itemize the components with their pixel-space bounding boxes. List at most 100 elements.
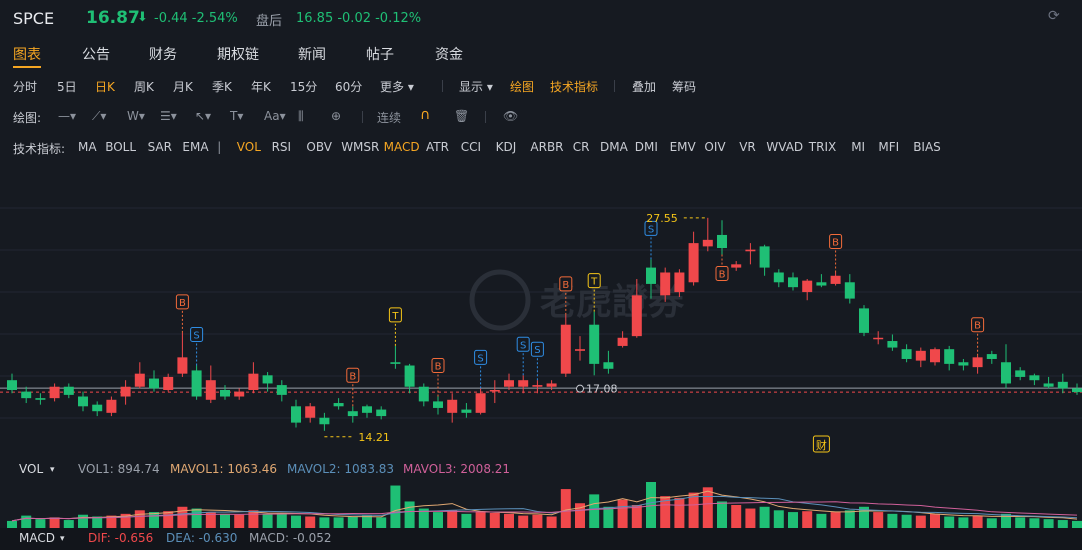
macd-indicator-dropdown[interactable]: MACD [19,531,55,545]
continuous-toggle[interactable]: 连续 [377,111,402,125]
marker-label: S [477,353,483,364]
candle-body [276,385,287,395]
indicator-macd[interactable]: MACD [383,140,420,154]
indicator-sar[interactable]: SAR [147,140,172,154]
period-daily[interactable]: 日K [95,80,115,94]
indicator-wmsr[interactable]: WMSR [341,140,380,154]
period-5d[interactable]: 5日 [57,80,77,94]
tab-options-chain[interactable]: 期权链 [217,47,259,63]
volume-bars [7,482,1082,528]
candle-body [859,308,869,333]
indicator-emv[interactable]: EMV [669,140,696,154]
volume-bar [1057,520,1068,528]
candle-body [120,386,131,397]
indicator-kdj[interactable]: KDJ [495,140,517,154]
fibonacci-tool-icon[interactable]: ☰▾ [160,109,177,123]
mavol3-line [11,501,1078,522]
marker-label: S [520,340,526,351]
indicator-obv[interactable]: OBV [306,140,332,154]
price-chart[interactable]: 老虎證券 B S B T B S S S B T S B B B 27.55 14.21 17.08 财 [0,178,1082,460]
marker-badge-S [530,341,544,357]
indicator-toolbar: 技术指标: MA BOLL SAR EMA | VOL RSI OBV WMSR MACD ATR C… [0,134,1082,160]
indicator-bias[interactable]: BIAS [913,140,941,154]
volume-bar [234,514,245,528]
marker-label: B [719,270,726,281]
indicator-dmi[interactable]: DMI [634,140,658,154]
overlay-button[interactable]: 叠加 [632,80,657,94]
divider [485,111,486,123]
candle-body [163,376,174,390]
indicator-vol[interactable]: VOL [236,140,261,154]
trash-icon[interactable]: 🗑 [454,109,470,123]
magnet-icon[interactable]: ∩ [420,107,431,123]
indicator-wvad[interactable]: WVAD [766,140,804,154]
indicator-cr[interactable]: CR [572,140,590,154]
tab-capital[interactable]: 资金 [435,47,463,63]
text-tool-icon[interactable]: T▾ [230,109,244,123]
indicator-boll[interactable]: BOLL [105,140,137,154]
marker-label: B [179,298,186,309]
arrow-tool-icon[interactable]: ↖▾ [195,109,212,123]
volume-bar [745,508,756,528]
tab-news[interactable]: 新闻 [298,47,326,63]
after-hours-quote: 16.85 -0.02 -0.12% [296,11,422,26]
candle-body [106,399,117,413]
volume-bar [660,496,671,528]
wave-tool-icon[interactable]: W▾ [127,109,145,123]
font-tool-icon[interactable]: Aa▾ [264,109,286,123]
indicator-trix[interactable]: TRIX [808,140,837,154]
indicator-ma[interactable]: MA [78,140,97,154]
indicator-oiv[interactable]: OIV [704,140,726,154]
indicator-ema[interactable]: EMA [182,140,209,154]
chevron-down-icon[interactable]: ▾ [50,465,55,475]
indicator-atr[interactable]: ATR [426,140,449,154]
volume-indicator-dropdown[interactable]: VOL [19,462,44,476]
candle-body [447,399,458,413]
candle-body [958,362,969,366]
tab-posts[interactable]: 帖子 [366,47,394,63]
period-yearly[interactable]: 年K [251,80,271,94]
tab-chart[interactable]: 图表 [13,47,41,63]
period-weekly[interactable]: 周K [134,80,154,94]
tech-indicator-toggle[interactable]: 技术指标 [550,80,599,94]
marker-label: S [648,224,654,235]
period-intraday[interactable]: 分时 [13,80,38,94]
volume-bar [149,512,159,528]
zoom-icon[interactable]: ⊕ [331,109,342,123]
candle-body [333,403,344,407]
tab-financials[interactable]: 财务 [149,47,177,63]
indicator-cci[interactable]: CCI [460,140,482,154]
indicator-vr[interactable]: VR [739,140,756,154]
chevron-down-icon[interactable]: ▾ [60,534,65,544]
candle-body [802,280,813,293]
period-60m[interactable]: 60分 [335,80,363,94]
candle-tool-icon[interactable]: ⫼ [298,109,304,123]
candle-body [575,349,585,351]
volume-bar [92,516,103,528]
tab-announcements[interactable]: 公告 [82,47,110,63]
indicator-dma[interactable]: DMA [600,140,628,154]
refresh-icon[interactable]: ⟳ [1048,8,1060,24]
period-quarterly[interactable]: 季K [212,80,232,94]
volume-bar [731,505,742,528]
draw-toggle[interactable]: 绘图 [510,80,535,94]
candle-body [560,324,571,374]
trendline-tool-icon[interactable]: ⟋▾ [92,109,107,123]
eye-icon[interactable]: 👁 [503,109,519,123]
indicator-mfi[interactable]: MFI [878,140,900,154]
indicator-mi[interactable]: MI [851,140,866,154]
chips-button[interactable]: 筹码 [672,80,697,94]
volume-bar [461,513,472,528]
indicator-rsi[interactable]: RSI [271,140,292,154]
candle-body [1043,383,1054,387]
period-15m[interactable]: 15分 [290,80,318,94]
period-monthly[interactable]: 月K [173,80,193,94]
candle-body [688,243,699,283]
indicator-arbr[interactable]: ARBR [530,140,564,154]
line-tool-icon[interactable]: —▾ [58,109,77,123]
volume-bar [773,510,784,528]
candle-body [844,282,855,299]
candle-body [78,396,88,407]
display-dropdown[interactable]: 显示 ▾ [459,80,493,94]
period-more-dropdown[interactable]: 更多 ▾ [380,80,414,94]
